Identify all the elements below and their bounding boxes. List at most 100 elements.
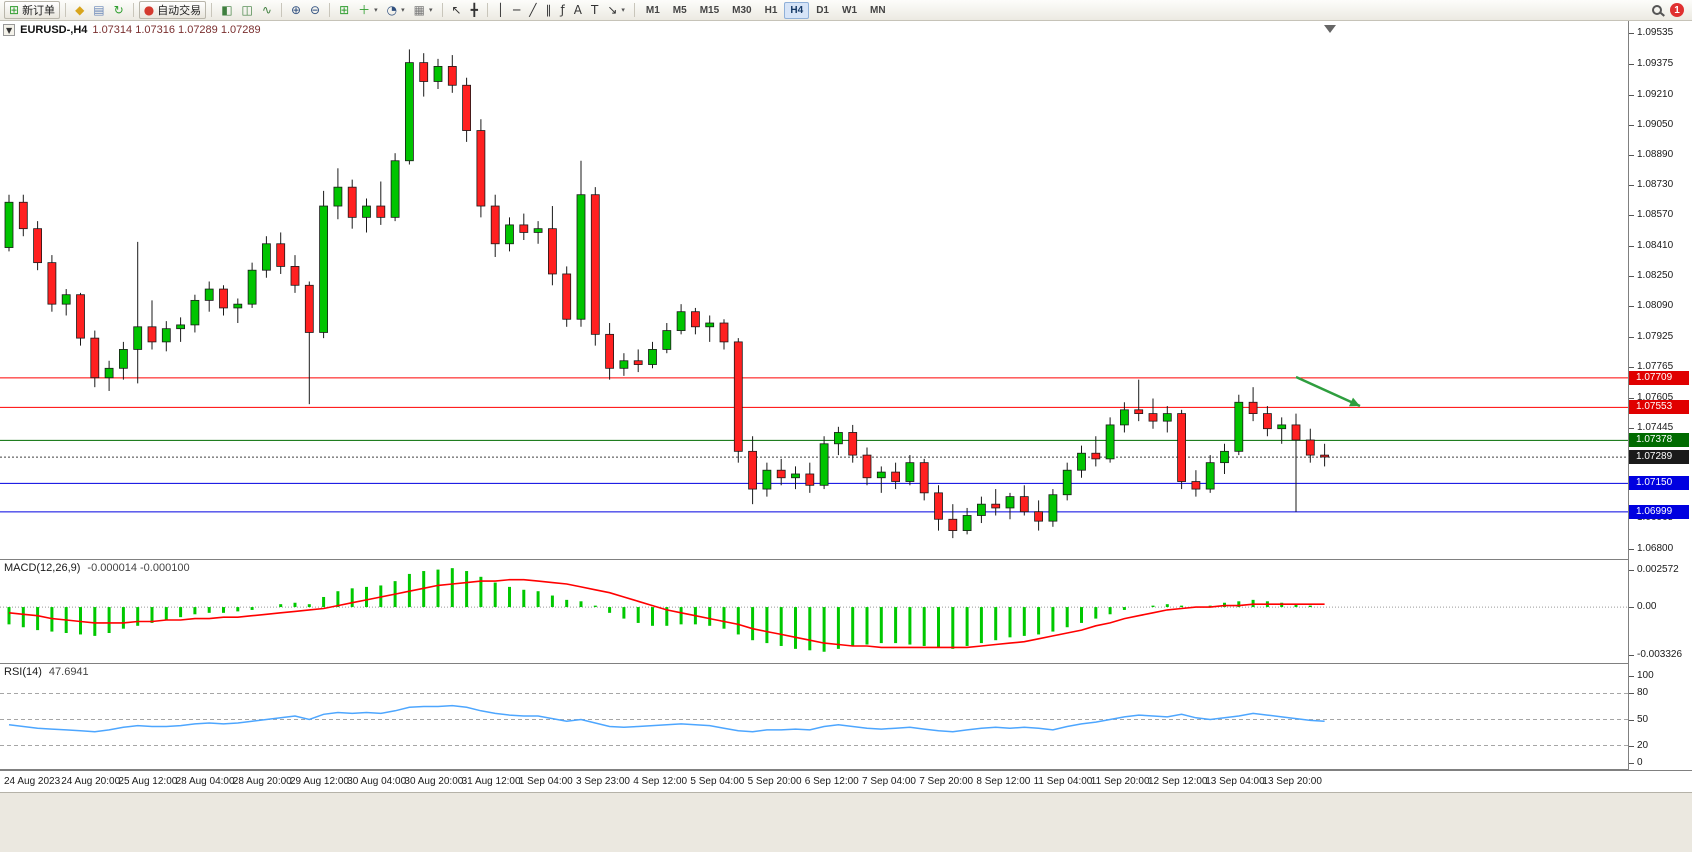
- price-tick: 1.09050: [1628, 118, 1674, 130]
- cursor-button[interactable]: ↖: [448, 1, 466, 19]
- notification-badge[interactable]: 1: [1670, 3, 1684, 17]
- candle: [1105, 424, 1115, 460]
- dropdown-caret-icon: ▾: [374, 6, 378, 14]
- periods-button[interactable]: ◔ ▾: [383, 1, 409, 19]
- candle: [204, 288, 214, 301]
- timeframe-m15-button[interactable]: M15: [699, 4, 720, 16]
- bar-chart-icon: ◧: [221, 3, 233, 17]
- timeframe-d1-button[interactable]: D1: [816, 4, 829, 16]
- macd-scale-tick: -0.003326: [1628, 649, 1683, 660]
- zoom-out-button[interactable]: ⊖: [306, 1, 324, 19]
- rsi-value: 47.6941: [48, 666, 89, 678]
- templates-button[interactable]: ▦ ▾: [410, 1, 437, 19]
- horizontal-line-icon: ─: [513, 3, 521, 17]
- trendline-button[interactable]: ╱: [525, 1, 540, 19]
- collapse-icon[interactable]: ▼: [3, 24, 16, 36]
- timeframe-m30-button[interactable]: M30: [732, 4, 752, 16]
- price-pane[interactable]: ▼ EURUSD-,H4 1.07314 1.07316 1.07289 1.0…: [0, 21, 1628, 560]
- zoom-in-button[interactable]: ⊕: [287, 1, 305, 19]
- time-label: 8 Sep 12:00: [976, 776, 1031, 787]
- candlestick-chart-button[interactable]: ◫: [238, 1, 257, 19]
- text-button[interactable]: A: [570, 1, 586, 19]
- candle: [362, 205, 371, 218]
- label-icon: T: [590, 3, 599, 17]
- time-label: 28 Aug 04:00: [175, 776, 235, 787]
- fibonacci-button[interactable]: ƒ: [557, 1, 569, 19]
- candle: [4, 201, 14, 248]
- new-order-button[interactable]: ⊞ 新订单: [4, 1, 61, 19]
- timeframe-m5-button[interactable]: M5: [672, 4, 687, 16]
- candle: [605, 333, 614, 369]
- trend-arrow-shaft: [1295, 375, 1361, 408]
- crosshair-button[interactable]: ╋: [467, 1, 482, 19]
- hline-price-box: 1.07553: [1629, 400, 1689, 415]
- macd-pane[interactable]: MACD(12,26,9) -0.000014 -0.000100: [0, 560, 1628, 664]
- ohlc-quote: 1.07314 1.07316 1.07289 1.07289: [92, 24, 261, 36]
- price-tick: 1.08250: [1628, 269, 1674, 281]
- timeframe-mn-button[interactable]: MN: [870, 4, 886, 16]
- bar-chart-button[interactable]: ◧: [217, 1, 236, 19]
- trend-arrow-head: [1349, 397, 1360, 407]
- dropdown-caret-icon: ▾: [401, 6, 405, 14]
- arrows-button[interactable]: ↘ ▾: [603, 1, 629, 19]
- toolbar-buttons: ⊞ 新订单 ◆ ▤ ↻ ● 自动交易 ◧ ◫ ∿ ⊕ ⊖ ⊞ ＋ ▾ ◔ ▾ ▦ ▾ ↖ ╋ │ ─ ╱ ∥ ƒ A T ↘ ▾ M1 M5 M…: [4, 1, 892, 19]
- search-icon[interactable]: [1652, 5, 1662, 15]
- candle: [233, 303, 243, 309]
- hline-price-box: 1.07150: [1629, 476, 1689, 491]
- fibonacci-icon: ƒ: [560, 3, 565, 17]
- candle: [762, 469, 772, 490]
- time-axis[interactable]: 24 Aug 2023 24 Aug 20:00 25 Aug 12:00 28 Au…: [0, 770, 1692, 792]
- time-label: 3 Sep 23:00: [576, 776, 630, 787]
- time-label: 30 Aug 20:00: [404, 776, 464, 787]
- candle: [33, 228, 42, 264]
- candle: [805, 473, 815, 486]
- candle: [533, 228, 543, 233]
- symbol-title: EURUSD-,H4: [20, 24, 88, 36]
- new-order-icon: ⊞: [9, 3, 20, 17]
- candle: [819, 443, 829, 486]
- line-chart-button[interactable]: ∿: [258, 1, 276, 19]
- candle: [1148, 413, 1158, 422]
- candle: [876, 471, 886, 479]
- channel-button[interactable]: ∥: [542, 1, 556, 19]
- refresh-button[interactable]: ↻: [110, 1, 128, 19]
- vertical-line-button[interactable]: │: [493, 1, 508, 19]
- candle: [119, 349, 128, 369]
- chart-window: ▼ EURUSD-,H4 1.07314 1.07316 1.07289 1.0…: [0, 21, 1692, 852]
- toolbar-separator: [65, 3, 67, 17]
- clock-icon: ◔: [386, 3, 398, 17]
- timeframe-h4-button[interactable]: H4: [784, 1, 810, 19]
- candle: [1134, 409, 1144, 414]
- trend-arrow[interactable]: [1295, 375, 1361, 408]
- candle: [619, 360, 629, 369]
- time-label: 11 Sep 04:00: [1033, 776, 1093, 787]
- time-label: 31 Aug 12:00: [461, 776, 521, 787]
- tile-windows-button[interactable]: ⊞: [335, 1, 353, 19]
- candlestick-icon: ◫: [241, 3, 253, 17]
- timeframe-m1-button[interactable]: M1: [645, 4, 660, 16]
- candle: [1191, 481, 1201, 490]
- zoom-in-icon: ⊕: [290, 3, 301, 17]
- indicators-button[interactable]: ＋ ▾: [354, 1, 382, 19]
- timeframe-h1-button[interactable]: H1: [764, 4, 778, 16]
- rsi-pane[interactable]: RSI(14) 47.6941: [0, 664, 1628, 770]
- candle: [1077, 452, 1086, 471]
- label-button[interactable]: T: [587, 1, 602, 19]
- print-preview-button[interactable]: ▤: [89, 1, 108, 19]
- rsi-name: RSI(14): [4, 666, 42, 678]
- candle: [1019, 496, 1029, 513]
- autotrading-button[interactable]: ● 自动交易: [138, 1, 207, 19]
- timeframe-w1-button[interactable]: W1: [842, 4, 857, 16]
- metaeditor-icon: ◆: [75, 3, 85, 17]
- time-label: 5 Sep 20:00: [747, 776, 802, 787]
- price-scale[interactable]: 1.09535 1.09375 1.09210 1.09050 1.08890 1.087…: [1628, 21, 1692, 770]
- chart-shift-marker[interactable]: [1324, 25, 1336, 33]
- candle: [676, 311, 686, 331]
- hlines-group[interactable]: [0, 377, 1628, 513]
- horizontal-line-button[interactable]: ─: [509, 1, 524, 19]
- candle: [505, 224, 514, 245]
- toolbar: ⊞ 新订单 ◆ ▤ ↻ ● 自动交易 ◧ ◫ ∿ ⊕ ⊖ ⊞ ＋ ▾ ◔ ▾ ▦ ▾ ↖ ╋ │ ─ ╱ ∥ ƒ A T ↘ ▾ M1 M5 M…: [0, 0, 1692, 21]
- price-tick: 1.06800: [1628, 543, 1674, 555]
- metaeditor-button[interactable]: ◆: [71, 1, 88, 19]
- candle: [776, 469, 786, 479]
